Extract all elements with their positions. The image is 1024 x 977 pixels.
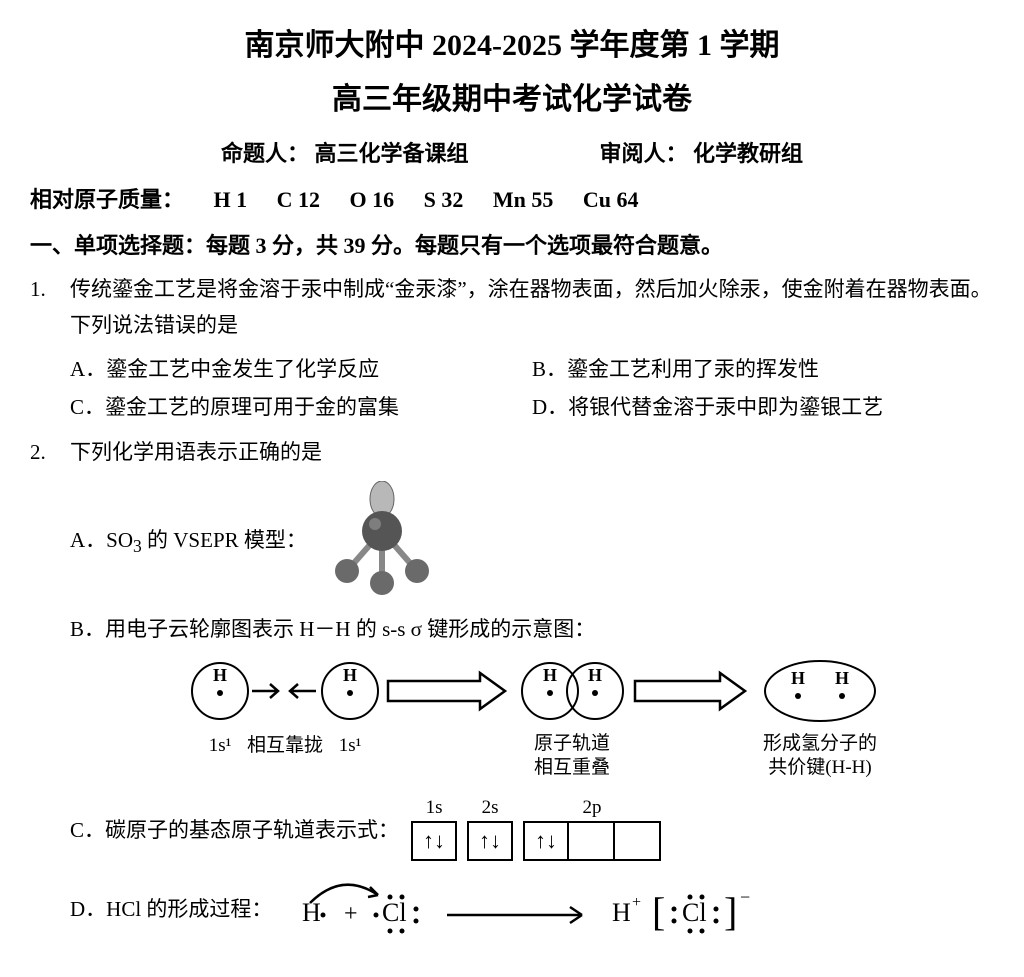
q2c-text: C．碳原子的基态原子轨道表示式： — [70, 814, 399, 844]
svg-text:]: ] — [724, 889, 737, 934]
mass-cu: Cu 64 — [583, 187, 639, 212]
svg-text:H: H — [588, 665, 602, 685]
reviewer-label: 审阅人： — [600, 141, 688, 166]
svg-text:+: + — [344, 901, 358, 927]
q2-option-d: D．HCl 的形成过程： H + Cl — [70, 873, 994, 943]
svg-text:H: H — [835, 668, 849, 688]
orbital-2s: 2s ↑↓ — [467, 797, 513, 861]
svg-text:H: H — [343, 665, 357, 685]
svg-text:H: H — [791, 668, 805, 688]
mass-s: S 32 — [424, 187, 464, 212]
orbital-1s-box: ↑↓ — [411, 821, 457, 861]
q1-option-d: D．将银代替金溶于汞中即为鎏银工艺 — [532, 391, 994, 421]
title-line-2: 高三年级期中考试化学试卷 — [30, 74, 994, 118]
q2a-pre: A．SO — [70, 528, 133, 552]
reviewer-value: 化学教研组 — [693, 141, 803, 166]
mass-o: O 16 — [350, 187, 395, 212]
q2a-sub: 3 — [133, 537, 142, 557]
orbital-2p-box-1: ↑↓ — [523, 821, 569, 861]
hh-mid-label: 相互靠拢 — [247, 734, 323, 756]
section-1-heading: 一、单项选择题：每题 3 分，共 39 分。每题只有一个选项最符合题意。 — [30, 228, 994, 260]
hh-sigma-diagram: H H H H — [180, 651, 920, 781]
question-1: 1. 传统鎏金工艺是将金溶于汞中制成“金汞漆”，涂在器物表面，然后加火除汞，使金… — [30, 272, 994, 421]
author-line: 命题人： 高三化学备课组 审阅人： 化学教研组 — [30, 136, 994, 168]
svg-text:−: − — [740, 887, 750, 907]
q2-stem: 下列化学用语表示正确的是 — [70, 435, 994, 471]
orbital-1s: 1s ↑↓ — [411, 797, 457, 861]
q2-number: 2. — [30, 435, 70, 471]
q1-stem: 传统鎏金工艺是将金溶于汞中制成“金汞漆”，涂在器物表面，然后加火除汞，使金附着在… — [70, 272, 994, 343]
author-label: 命题人： — [221, 141, 309, 166]
hh-mol-l2: 共价键(H-H) — [768, 756, 871, 778]
title-line-1: 南京师大附中 2024-2025 学年度第 1 学期 — [30, 20, 994, 64]
svg-text:+: + — [632, 894, 641, 911]
masses-label: 相对原子质量： — [30, 187, 184, 212]
q2b-text: B．用电子云轮廓图表示 H－H 的 s-s σ 键形成的示意图： — [70, 613, 994, 643]
hh-overlap-l1: 原子轨道 — [534, 732, 610, 754]
orbital-2p-box-3 — [615, 821, 661, 861]
q2d-text: D．HCl 的形成过程： — [70, 893, 272, 923]
hh-1s-left-label: 1s¹ — [209, 735, 232, 756]
orbital-2p-label: 2p — [583, 797, 602, 819]
question-2: 2. 下列化学用语表示正确的是 A．SO3 的 VSEPR 模型： — [30, 435, 994, 943]
orbital-2s-box: ↑↓ — [467, 821, 513, 861]
orbital-diagram: 1s ↑↓ 2s ↑↓ 2p ↑↓ — [411, 797, 661, 861]
mass-h: H 1 — [214, 187, 248, 212]
mass-mn: Mn 55 — [493, 187, 554, 212]
q1-number: 1. — [30, 272, 70, 343]
author-value: 高三化学备课组 — [314, 141, 468, 166]
hh-overlap-l2: 相互重叠 — [534, 756, 610, 778]
svg-text:[: [ — [652, 889, 665, 934]
svg-text:H: H — [213, 665, 227, 685]
svg-text:H: H — [543, 665, 557, 685]
q2-option-c: C．碳原子的基态原子轨道表示式： 1s ↑↓ 2s ↑↓ 2p — [70, 797, 994, 861]
q2-option-a: A．SO3 的 VSEPR 模型： — [70, 481, 994, 601]
q2-option-b: B．用电子云轮廓图表示 H－H 的 s-s σ 键形成的示意图： H H — [70, 613, 994, 787]
atomic-masses: 相对原子质量： H 1 C 12 O 16 S 32 Mn 55 Cu 64 — [30, 182, 994, 214]
orbital-2p: 2p ↑↓ — [523, 797, 661, 861]
q2a-post: 的 VSEPR 模型： — [142, 528, 307, 552]
q1-option-b: B．鎏金工艺利用了汞的挥发性 — [532, 353, 994, 383]
mass-c: C 12 — [277, 187, 320, 212]
q1-option-c: C．鎏金工艺的原理可用于金的富集 — [70, 391, 532, 421]
orbital-1s-label: 1s — [426, 797, 443, 819]
hcl-formation-diagram: H + Cl H + [ — [282, 873, 842, 943]
vsepr-model-icon — [317, 481, 447, 601]
q1-option-a: A．鎏金工艺中金发生了化学反应 — [70, 353, 532, 383]
orbital-2s-label: 2s — [482, 797, 499, 819]
orbital-2p-box-2 — [569, 821, 615, 861]
hh-1s-right-label: 1s¹ — [339, 735, 362, 756]
hh-mol-l1: 形成氢分子的 — [763, 732, 877, 754]
